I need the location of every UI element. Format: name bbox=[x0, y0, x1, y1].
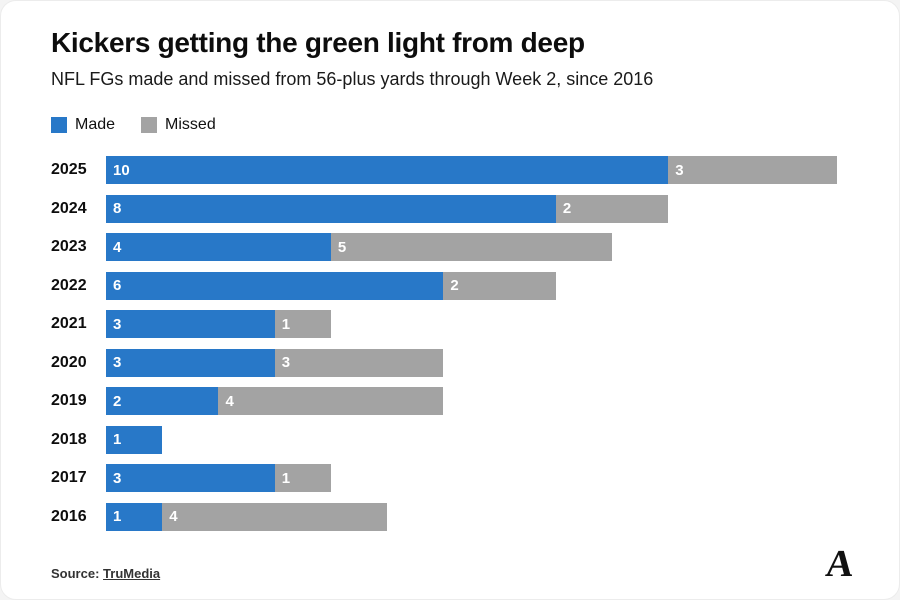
year-tick-label: 2016 bbox=[51, 507, 87, 525]
chart-row: 2016 1 4 bbox=[51, 502, 837, 531]
bar-track: 10 3 bbox=[106, 156, 837, 184]
bar-segment-missed: 3 bbox=[668, 156, 837, 184]
made-swatch-icon bbox=[51, 117, 67, 133]
bar-segment-missed: 5 bbox=[330, 233, 613, 261]
bar-segment-missed: 4 bbox=[218, 387, 444, 415]
legend-item-missed: Missed bbox=[141, 116, 216, 134]
chart-row: 2024 8 2 bbox=[51, 194, 837, 223]
bar-value-label: 1 bbox=[281, 315, 291, 333]
bar-value-label: 3 bbox=[675, 161, 684, 179]
source-line: Source: TruMedia bbox=[51, 566, 160, 581]
year-tick-label: 2021 bbox=[51, 315, 87, 332]
chart-row: 2017 3 1 bbox=[51, 464, 837, 492]
legend: Made Missed bbox=[51, 116, 849, 134]
bar-value-label: 3 bbox=[113, 354, 122, 371]
bar-segment-made: 6 bbox=[106, 271, 444, 300]
bar-value-label: 2 bbox=[450, 277, 459, 294]
bar-value-label: 3 bbox=[113, 315, 122, 333]
bar-value-label: 1 bbox=[281, 469, 291, 487]
bar-value-label: 2 bbox=[562, 200, 572, 217]
bar-segment-missed: 3 bbox=[274, 348, 444, 377]
stacked-bar-chart: 2025 10 3 2024 8 2 2023 4 5 2022 6 2 2021 3 1 2020 3 3 201… bbox=[51, 156, 837, 531]
bar-value-label: 4 bbox=[225, 392, 234, 410]
chart-row: 2019 2 4 bbox=[51, 387, 837, 415]
bar-segment-missed: 2 bbox=[443, 271, 556, 300]
legend-item-made: Made bbox=[51, 116, 115, 134]
source-link[interactable]: TruMedia bbox=[103, 566, 161, 581]
bar-value-label: 4 bbox=[113, 238, 122, 256]
bar-segment-made: 2 bbox=[106, 387, 219, 415]
chart-row: 2023 4 5 bbox=[51, 233, 837, 261]
bar-segment-made: 8 bbox=[106, 194, 556, 223]
bar-segment-made: 3 bbox=[106, 464, 275, 492]
bar-value-label: 5 bbox=[337, 238, 347, 256]
bar-value-label: 3 bbox=[113, 469, 122, 487]
chart-subtitle: NFL FGs made and missed from 56-plus yar… bbox=[51, 69, 654, 89]
chart-row: 2022 6 2 bbox=[51, 271, 837, 300]
athletic-logo-icon: A bbox=[823, 542, 856, 585]
bar-segment-made: 3 bbox=[106, 348, 275, 377]
bar-value-label: 1 bbox=[113, 508, 122, 525]
year-tick-label: 2020 bbox=[51, 353, 87, 371]
year-tick-label: 2019 bbox=[51, 392, 87, 409]
bar-segment-missed: 4 bbox=[162, 502, 388, 531]
missed-swatch-icon bbox=[141, 117, 158, 133]
year-tick-label: 2018 bbox=[51, 430, 87, 448]
chart-row: 2025 10 3 bbox=[51, 156, 837, 184]
bar-segment-made: 10 bbox=[106, 156, 669, 184]
year-tick-label: 2022 bbox=[51, 276, 87, 294]
bar-value-label: 3 bbox=[281, 354, 291, 371]
bar-value-label: 2 bbox=[113, 392, 122, 410]
bar-value-label: 6 bbox=[113, 277, 122, 294]
chart-row: 2018 1 bbox=[51, 425, 837, 454]
bar-value-label: 1 bbox=[113, 431, 122, 448]
year-tick-label: 2023 bbox=[51, 238, 87, 255]
bar-segment-made: 1 bbox=[106, 425, 163, 454]
chart-footer: Source: TruMedia A bbox=[51, 542, 856, 585]
source-prefix: Source: bbox=[51, 566, 100, 581]
chart-row: 2020 3 3 bbox=[51, 348, 837, 377]
bar-segment-missed: 1 bbox=[274, 464, 331, 492]
chart-row: 2021 3 1 bbox=[51, 310, 837, 338]
year-tick-label: 2025 bbox=[51, 161, 87, 178]
year-tick-label: 2017 bbox=[51, 469, 87, 486]
bar-segment-made: 3 bbox=[106, 310, 275, 338]
bar-value-label: 4 bbox=[169, 508, 178, 525]
bar-value-label: 10 bbox=[113, 161, 130, 179]
bar-segment-made: 1 bbox=[106, 502, 163, 531]
year-tick-label: 2024 bbox=[51, 199, 87, 217]
bar-track: 1 bbox=[106, 425, 837, 454]
legend-missed-label: Missed bbox=[165, 116, 216, 133]
bar-segment-missed: 2 bbox=[555, 194, 669, 223]
legend-made-label: Made bbox=[75, 116, 116, 133]
bar-segment-missed: 1 bbox=[274, 310, 331, 338]
bar-segment-made: 4 bbox=[106, 233, 331, 261]
bar-value-label: 8 bbox=[113, 200, 122, 217]
chart-title: Kickers getting the green light from dee… bbox=[51, 27, 585, 58]
